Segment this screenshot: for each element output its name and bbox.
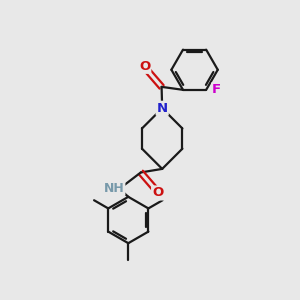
Text: F: F — [212, 83, 221, 96]
Text: O: O — [152, 187, 164, 200]
Text: NH: NH — [104, 182, 124, 195]
Text: O: O — [139, 60, 150, 73]
Text: N: N — [157, 102, 168, 115]
